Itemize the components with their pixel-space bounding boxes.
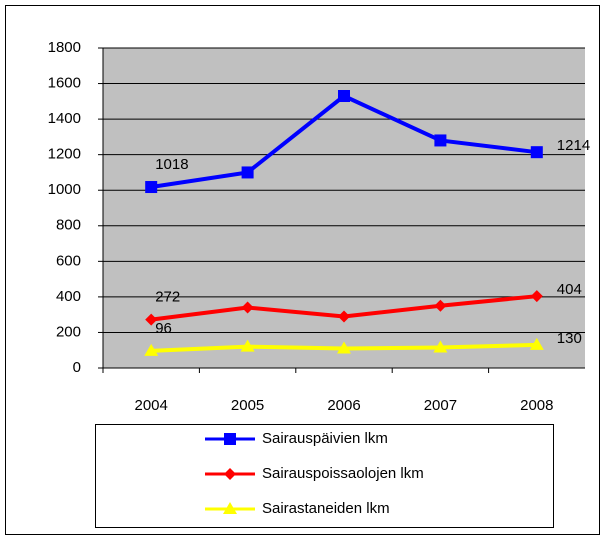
marker (434, 299, 447, 312)
data-label: 130 (557, 330, 582, 347)
data-label: 1018 (155, 156, 188, 173)
y-tick-label: 1800 (48, 39, 81, 56)
y-tick-label: 1200 (48, 146, 81, 163)
marker (433, 340, 448, 353)
marker (434, 134, 447, 147)
marker (337, 341, 351, 354)
data-label: 1214 (557, 137, 590, 154)
y-tick-label: 200 (56, 323, 81, 340)
marker (145, 181, 158, 194)
x-tick-label: 2006 (327, 397, 360, 414)
data-label: 272 (155, 289, 180, 306)
marker (338, 310, 350, 323)
legend-label: Sairauspoissaolojen lkm (262, 465, 424, 482)
marker (241, 166, 254, 179)
marker (224, 433, 236, 445)
x-tick-label: 2008 (520, 397, 553, 414)
marker (224, 468, 236, 480)
data-label: 96 (155, 320, 172, 337)
marker (145, 313, 158, 326)
y-tick-label: 400 (56, 288, 81, 305)
marker (529, 337, 544, 350)
marker (530, 290, 543, 303)
x-tick-label: 2007 (424, 397, 457, 414)
y-tick-label: 800 (56, 217, 81, 234)
legend-box (95, 424, 554, 528)
x-tick-label: 2005 (231, 397, 264, 414)
y-tick-label: 0 (73, 359, 81, 376)
data-label: 404 (557, 281, 582, 298)
y-tick-label: 1600 (48, 75, 81, 92)
x-tick-label: 2004 (135, 397, 168, 414)
y-tick-label: 1000 (48, 181, 81, 198)
marker (144, 343, 159, 356)
legend-label: Sairauspäivien lkm (262, 430, 388, 447)
legend-label: Sairastaneiden lkm (262, 500, 390, 517)
marker (223, 502, 237, 514)
marker (338, 90, 350, 102)
y-tick-label: 1400 (48, 110, 81, 127)
marker (240, 339, 255, 352)
marker (241, 301, 254, 314)
y-tick-label: 600 (56, 252, 81, 269)
marker (530, 146, 543, 159)
